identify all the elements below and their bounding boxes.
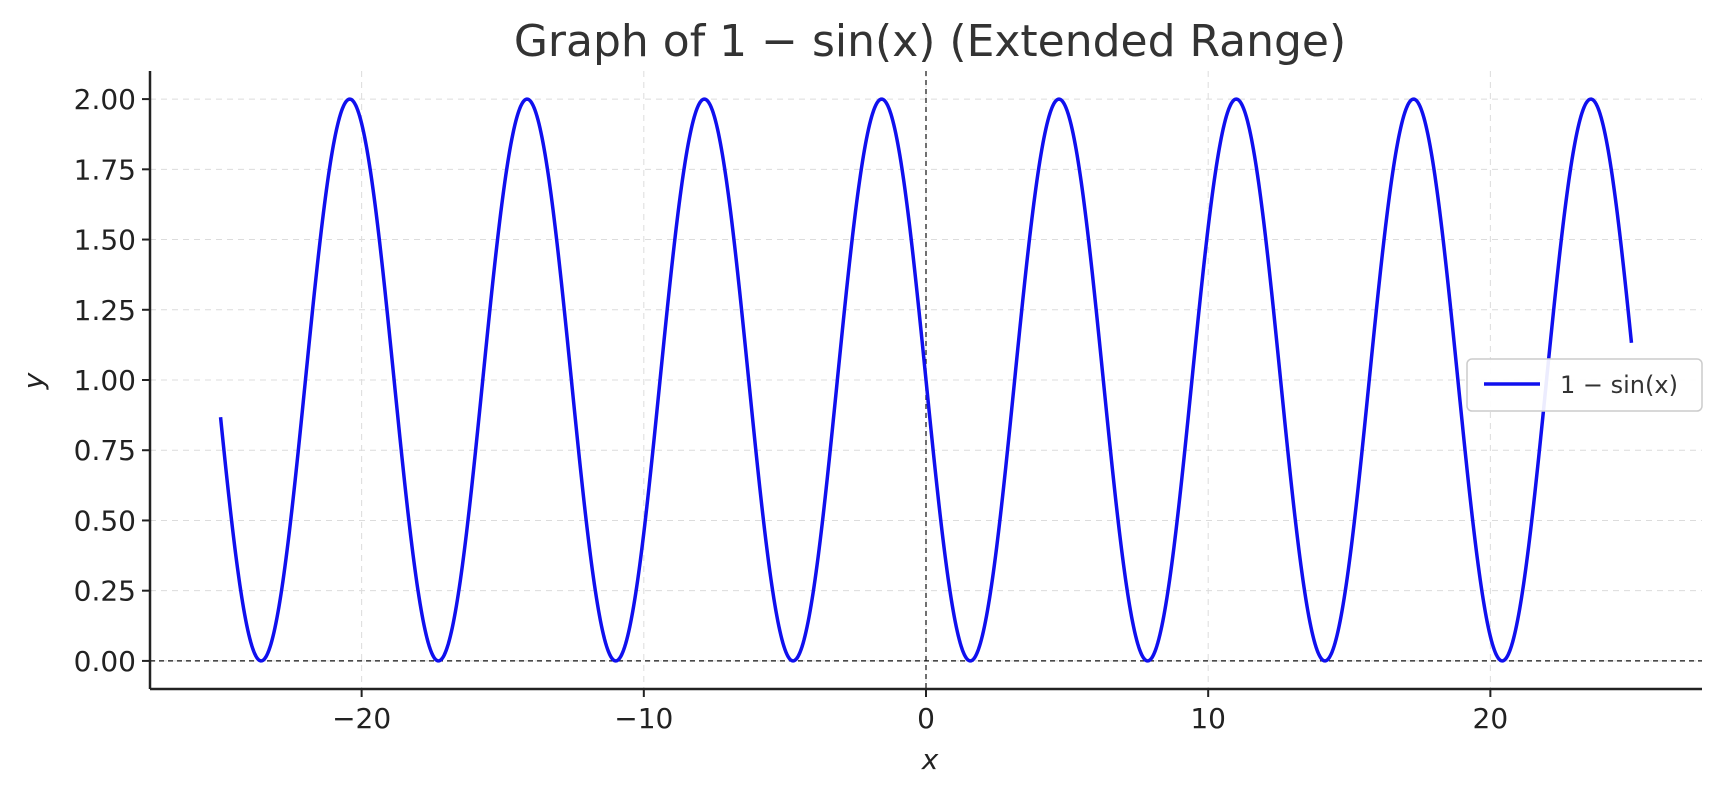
series [218,97,1634,663]
x-tick-label: −10 [614,702,673,735]
x-axis-label: x [921,743,939,776]
legend: 1 − sin(x) [1466,358,1703,412]
y-tick-label: 1.75 [74,153,136,186]
series-line [218,97,1634,663]
x-tick-label: 10 [1190,702,1226,735]
y-tick-label: 0.50 [74,504,136,537]
y-axis-label: y [17,372,50,390]
x-ticks: −20 −10 0 10 20 [332,689,1508,735]
y-tick-label: 0.75 [74,434,136,467]
x-tick-label: −20 [332,702,391,735]
legend-label: 1 − sin(x) [1560,371,1678,399]
y-tick-label: 1.00 [74,364,136,397]
x-tick-label: 0 [917,702,935,735]
y-tick-label: 1.25 [74,294,136,327]
y-tick-label: 2.00 [74,83,136,116]
y-ticks: 0.00 0.25 0.50 0.75 1.00 1.25 1.50 1.75 2.00 [74,83,150,678]
chart-title: Graph of 1 − sin(x) (Extended Range) [514,16,1346,67]
legend-box [1466,358,1703,412]
y-tick-label: 0.00 [74,645,136,678]
y-tick-label: 0.25 [74,575,136,608]
x-tick-label: 20 [1473,702,1509,735]
y-tick-label: 1.50 [74,224,136,257]
